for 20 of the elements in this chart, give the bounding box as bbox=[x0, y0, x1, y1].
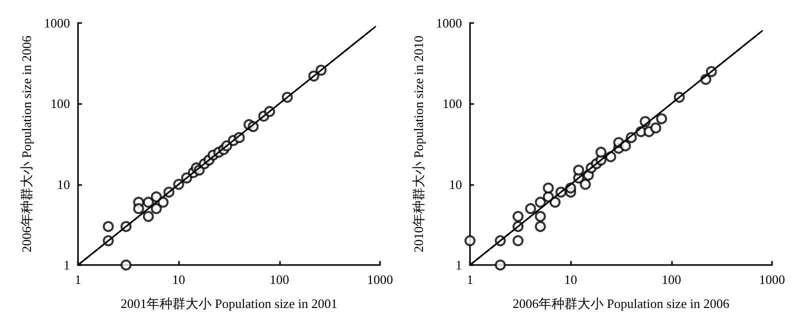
y-axis-title: 2010年种群大小 Population size in 2010 bbox=[411, 36, 426, 252]
x-tick-label: 1 bbox=[466, 272, 474, 287]
y-tick-label: 100 bbox=[442, 96, 462, 112]
y-axis-title: 2006年种群大小 Population size in 2006 bbox=[19, 35, 34, 252]
x-tick-label: 100 bbox=[270, 272, 290, 287]
y-tick-label: 1000 bbox=[44, 16, 70, 30]
x-tick-label: 1 bbox=[74, 272, 82, 287]
y-tick-label: 1000 bbox=[436, 16, 462, 30]
x-axis-title: 2006年种群大小 Population size in 2006 bbox=[512, 296, 730, 311]
y-tick-label: 10 bbox=[57, 176, 70, 192]
x-tick-label: 10 bbox=[564, 272, 578, 287]
x-tick-label: 10 bbox=[172, 272, 186, 287]
x-tick-label: 1000 bbox=[367, 272, 393, 287]
y-tick-label: 10 bbox=[449, 176, 462, 192]
y-tick-label: 1 bbox=[64, 258, 70, 272]
y-tick-label: 1 bbox=[456, 258, 462, 272]
x-tick-label: 1000 bbox=[759, 272, 785, 287]
x-axis-title: 2001年种群大小 Population size in 2001 bbox=[120, 296, 338, 311]
x-tick-label: 100 bbox=[662, 272, 682, 287]
y-tick-label: 100 bbox=[50, 96, 70, 112]
